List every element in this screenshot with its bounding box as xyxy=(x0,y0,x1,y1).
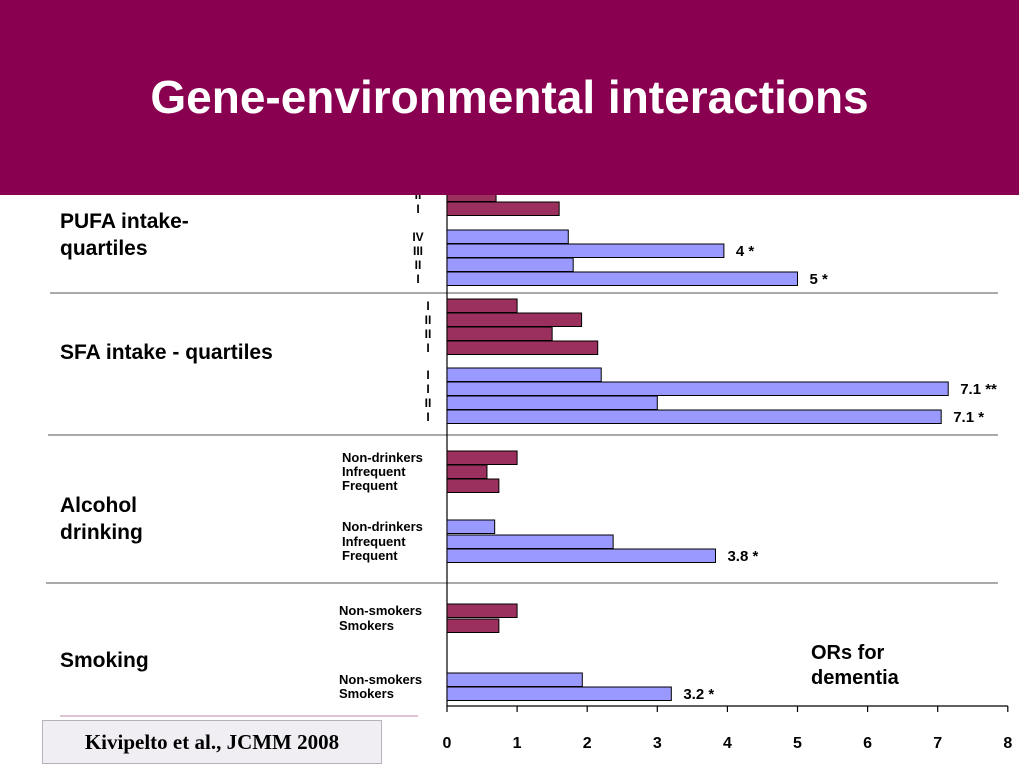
category-label: Smokers xyxy=(339,686,394,701)
data-label: 4 * xyxy=(736,243,755,260)
x-tick-label: 4 xyxy=(723,735,732,752)
group-label-alcohol-line1: Alcohol xyxy=(60,494,137,517)
category-label: I xyxy=(426,382,429,396)
data-label: 3.8 * xyxy=(727,548,758,565)
category-label: Non-drinkers xyxy=(342,519,423,534)
x-tick-label: 3 xyxy=(653,735,662,752)
data-label: 7.1 * xyxy=(953,409,984,426)
bar-2-2 xyxy=(446,478,500,493)
data-label: 7.1 ** xyxy=(960,381,997,398)
category-label: II xyxy=(425,396,432,410)
bar-2-4 xyxy=(446,534,614,549)
category-label: Infrequent xyxy=(342,534,406,549)
or-note-line1: ORs for xyxy=(811,642,885,664)
x-tick-label: 2 xyxy=(583,735,592,752)
category-label: I xyxy=(426,299,429,313)
citation-box: Kivipelto et al., JCMM 2008 xyxy=(42,720,382,764)
bar-1-3 xyxy=(446,340,599,355)
bar-0-1 xyxy=(446,201,560,216)
citation-text: Kivipelto et al., JCMM 2008 xyxy=(84,729,340,754)
group-label-sfa: SFA intake - quartiles xyxy=(60,339,273,366)
bar-3-1 xyxy=(446,618,500,633)
category-label: III xyxy=(413,244,423,258)
category-label: Frequent xyxy=(342,478,398,493)
bar-2-3 xyxy=(446,519,496,534)
group-label-pufa-line2: quartiles xyxy=(60,237,148,260)
group-label-smoking: Smoking xyxy=(60,647,149,674)
bar-1-6 xyxy=(446,395,658,410)
group-label-alcohol: Alcohol drinking xyxy=(60,492,143,546)
category-label: I xyxy=(416,202,419,216)
x-tick-label: 5 xyxy=(793,735,802,752)
bar-1-7 xyxy=(446,409,942,424)
bar-0-3 xyxy=(446,243,725,258)
group-label-pufa: PUFA intake- quartiles xyxy=(60,208,189,262)
bar-2-5 xyxy=(446,548,716,563)
category-label: I xyxy=(426,410,429,424)
category-label: I xyxy=(426,341,429,355)
category-label: Infrequent xyxy=(342,464,406,479)
category-label: II xyxy=(415,258,422,272)
category-label: Smokers xyxy=(339,618,394,633)
slide-title: Gene-environmental interactions xyxy=(150,71,869,123)
x-tick-label: 6 xyxy=(863,735,872,752)
category-label: Frequent xyxy=(342,548,398,563)
category-label: IV xyxy=(412,230,423,244)
category-label: II xyxy=(415,188,422,202)
category-label: Non-smokers xyxy=(339,672,422,687)
data-label: 3.2 * xyxy=(683,686,714,703)
x-tick-label: 7 xyxy=(933,735,942,752)
bar-0-5 xyxy=(446,271,798,286)
bar-3-2 xyxy=(446,672,583,687)
group-label-pufa-line1: PUFA intake- xyxy=(60,210,189,233)
x-tick-label: 8 xyxy=(1003,735,1012,752)
bar-0-4 xyxy=(446,257,574,272)
or-note: ORs for dementia xyxy=(811,641,899,691)
category-label: Non-drinkers xyxy=(342,450,423,465)
category-label: II xyxy=(425,313,432,327)
bar-2-1 xyxy=(446,464,488,479)
group-label-alcohol-line2: drinking xyxy=(60,521,143,544)
x-tick-label: 1 xyxy=(513,735,522,752)
bar-1-2 xyxy=(446,326,553,341)
bar-1-5 xyxy=(446,381,949,396)
or-note-line2: dementia xyxy=(811,667,899,689)
bar-3-0 xyxy=(446,603,518,618)
category-label: I xyxy=(426,368,429,382)
bar-3-3 xyxy=(446,686,672,701)
category-label: Non-smokers xyxy=(339,603,422,618)
category-label: II xyxy=(425,327,432,341)
bar-1-4 xyxy=(446,367,602,382)
group-label-sfa-line1: SFA intake - quartiles xyxy=(60,341,273,364)
x-tick-label: 0 xyxy=(443,735,452,752)
bar-2-0 xyxy=(446,450,518,465)
title-banner: Gene-environmental interactions xyxy=(0,0,1019,195)
data-label: 5 * xyxy=(810,271,829,288)
bar-1-1 xyxy=(446,312,583,327)
bar-0-2 xyxy=(446,229,569,244)
group-label-smoking-line1: Smoking xyxy=(60,649,149,672)
category-label: I xyxy=(416,272,419,286)
bar-1-0 xyxy=(446,298,518,313)
